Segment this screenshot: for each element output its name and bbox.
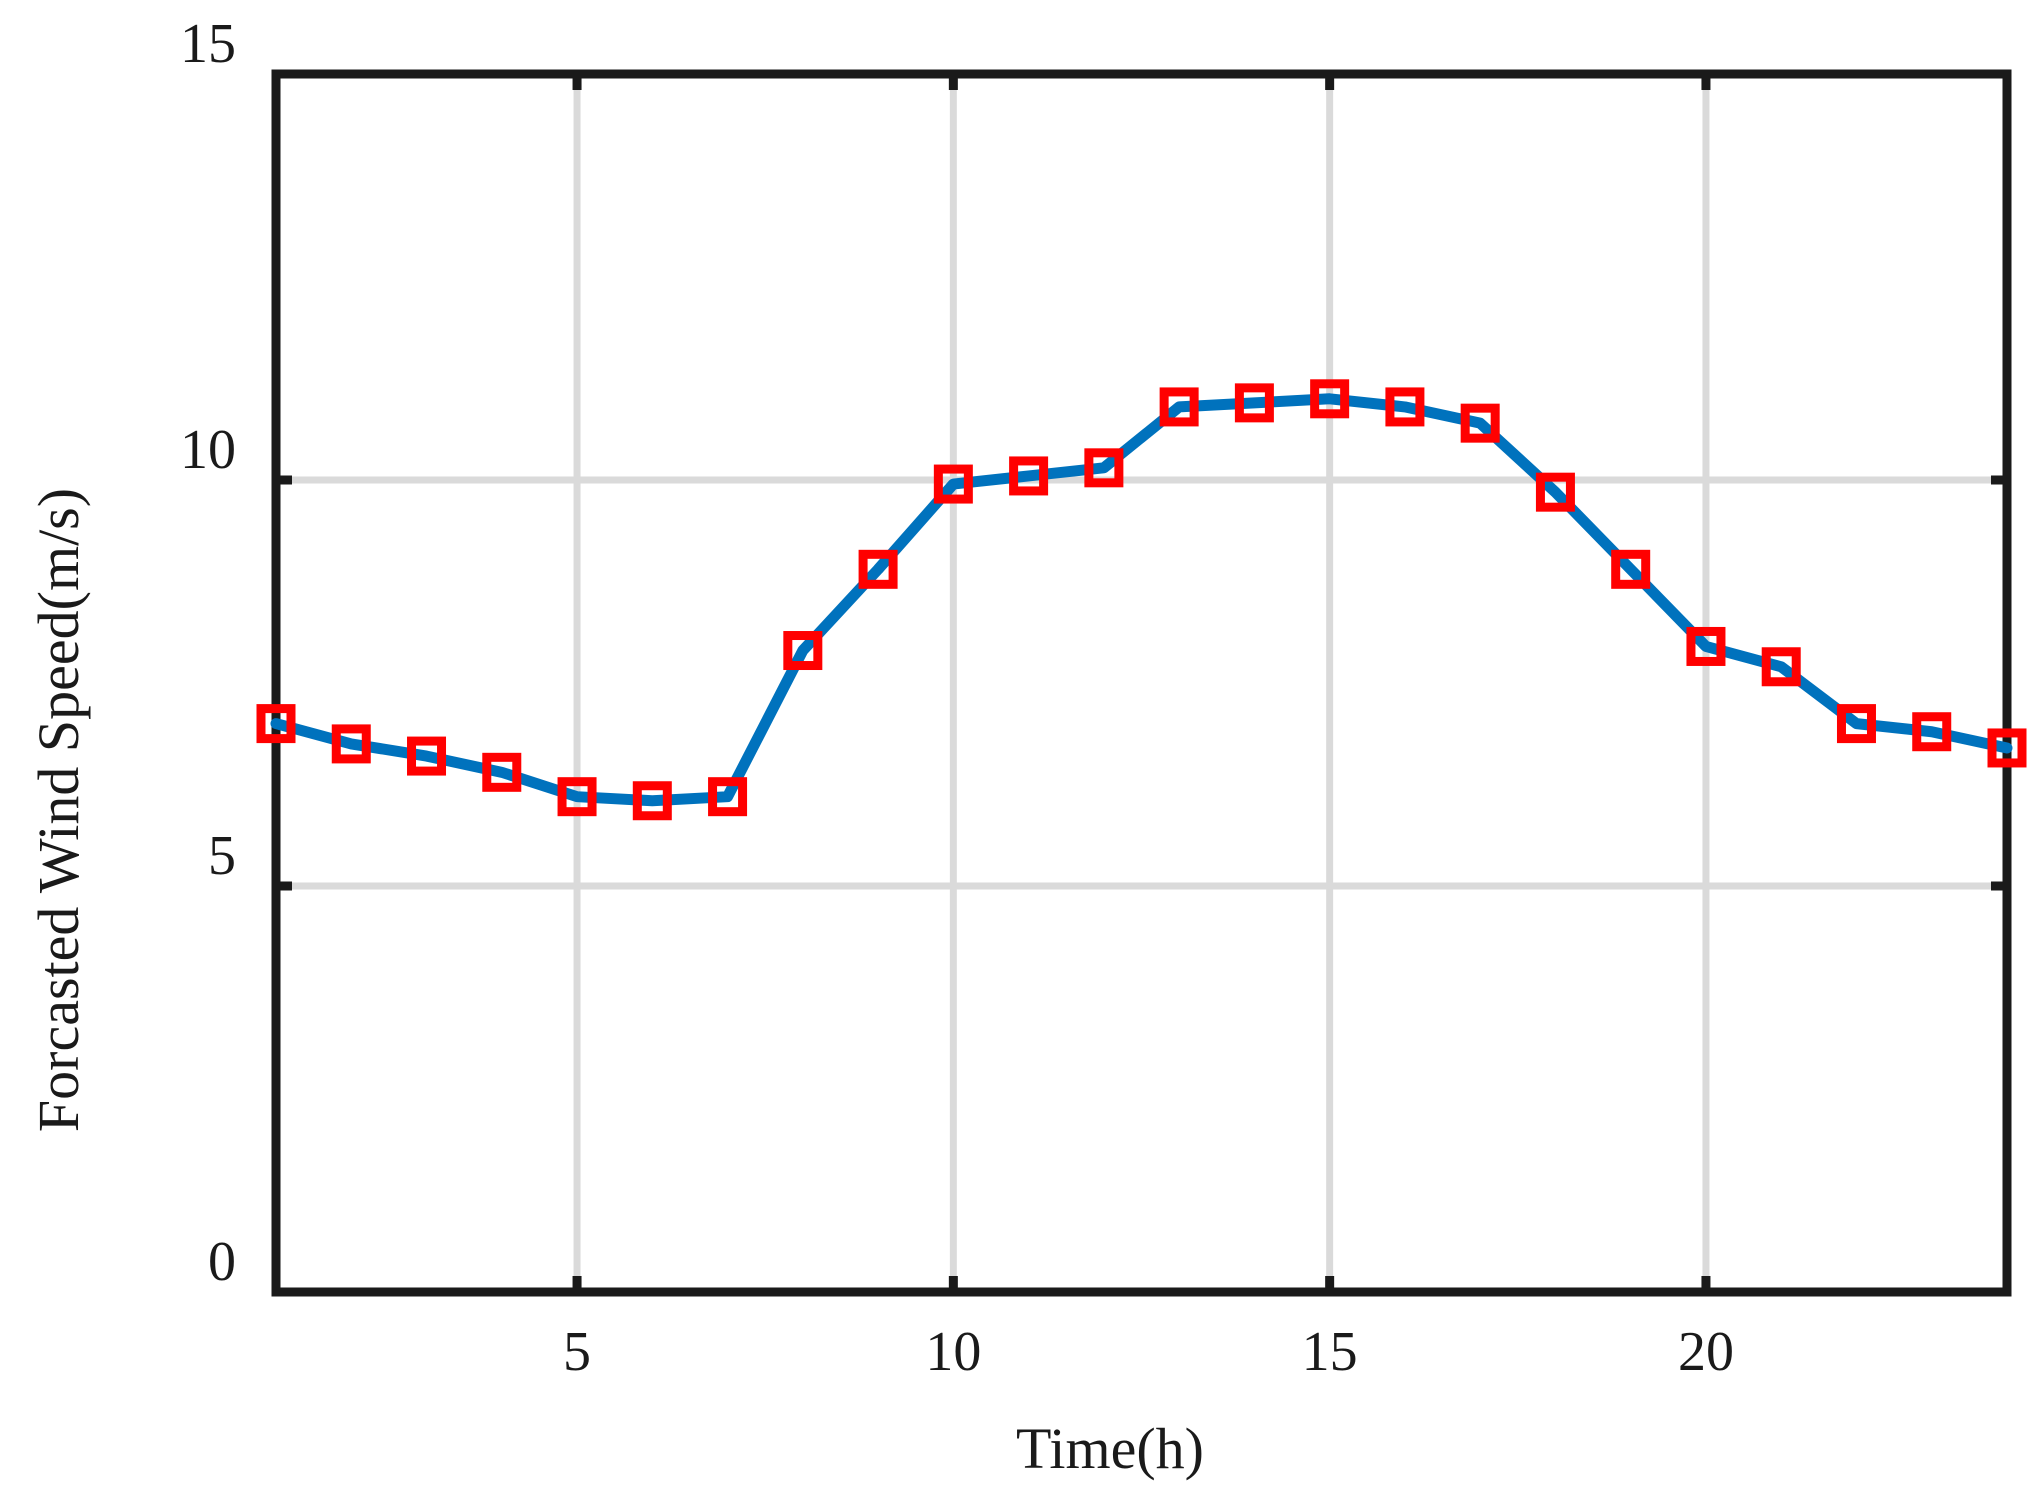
data-point-dot [1776,662,1786,672]
data-point-marker [1234,383,1274,423]
data-point-marker [858,549,898,589]
data-point-marker [331,724,371,764]
plot-area [271,69,2012,1297]
series-line [270,393,2013,807]
data-point-dot [1249,398,1259,408]
data-point-marker [1987,728,2027,768]
data-point-marker [1084,448,1124,488]
data-point-marker [482,752,522,792]
data-point-marker [1611,549,1651,589]
data-point-dot [422,751,432,761]
data-point-dot [1701,641,1711,651]
y-tick-label: 15 [180,13,236,75]
data-point-marker [407,736,447,776]
data-point-dot [1325,394,1335,404]
x-axis-label: Time(h) [1016,1416,1204,1481]
x-tick-label: 20 [1678,1321,1734,1383]
data-point-dot [1550,487,1560,497]
data-point-marker [1159,387,1199,427]
data-point-marker [708,777,748,817]
data-point-dot [271,719,281,729]
data-point-marker [632,781,672,821]
data-point-marker [1310,379,1350,419]
data-point-dot [647,796,657,806]
grid-lines [276,74,2007,1292]
y-tick-label: 10 [180,419,236,481]
data-point-dot [1400,402,1410,412]
x-tick-label: 5 [563,1321,591,1383]
x-tick-label: 10 [925,1321,981,1383]
data-point-marker [1686,626,1726,666]
data-point-dot [1626,564,1636,574]
y-tick-label: 0 [208,1231,236,1293]
data-point-marker [1460,403,1500,443]
data-point-marker [1385,387,1425,427]
data-point-dot [1024,471,1034,481]
data-point-dot [497,767,507,777]
data-point-dot [2002,743,2012,753]
data-point-marker [783,631,823,671]
data-point-marker [1836,704,1876,744]
data-point-dot [1851,719,1861,729]
data-point-marker [1535,472,1575,512]
data-point-marker [1009,456,1049,496]
data-point-dot [572,792,582,802]
data-point-dot [346,739,356,749]
y-tick-label: 5 [208,825,236,887]
data-point-dot [1099,463,1109,473]
data-point-marker [557,777,597,817]
data-point-marker [1761,647,1801,687]
tick-labels: 5 10 15 20 0 5 10 15 [180,13,1734,1383]
data-point-dot [873,564,883,574]
data-point-dot [723,792,733,802]
x-tick-label: 15 [1302,1321,1358,1383]
data-point-dot [1927,727,1937,737]
axes-box [271,69,2012,1297]
data-point-marker [933,464,973,504]
series-layer [256,379,2027,821]
data-point-dot [948,479,958,489]
data-point-dot [798,646,808,656]
data-point-marker [256,704,296,744]
data-point-dot [1475,418,1485,428]
data-point-dot [1174,402,1184,412]
data-point-marker [1912,712,1952,752]
y-axis-label: Forcasted Wind Speed(m/s) [26,488,91,1132]
